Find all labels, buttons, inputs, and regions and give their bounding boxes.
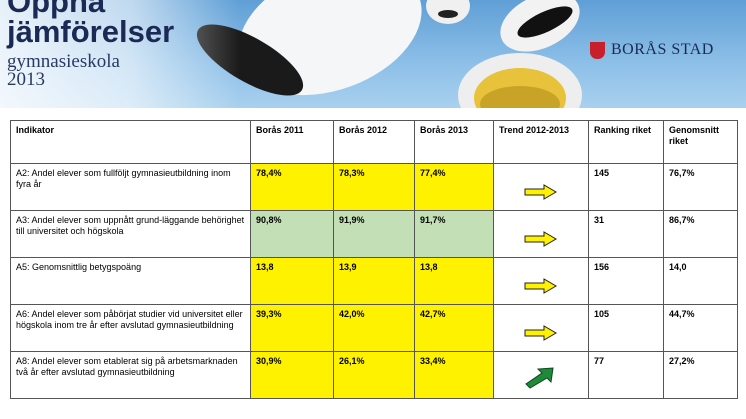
value-cell: 27,2% [663,351,738,399]
value-cell: 78,4% [250,163,334,211]
logo: BORÅS STAD [590,41,714,59]
trend-cell [493,163,589,211]
crest [590,41,605,59]
header-cell: Trend 2012-2013 [493,120,589,164]
banner: Öppna jämförelser gymnasieskola 2013 BOR… [0,0,746,108]
value-cell: 13,8 [250,257,334,305]
indicator-cell: A8: Andel elever som etablerat sig på ar… [10,351,251,399]
indicator-cell: A2: Andel elever som fullföljt gymnasieu… [10,163,251,211]
trend-arrow [525,367,554,389]
value-cell: 26,1% [333,351,415,399]
trend-cell [493,210,589,258]
header-cell: Borås 2012 [333,120,415,164]
value-cell: 78,3% [333,163,415,211]
subtitle-line: gymnasieskola [7,51,120,72]
value-cell: 76,7% [663,163,738,211]
title-line: jämförelser [7,14,175,49]
header-cell: Borås 2011 [250,120,334,164]
trend-arrow [524,231,557,247]
indicator-cell: A6: Andel elever som påbörjat studier vi… [10,304,251,352]
row: A8: Andel elever som etablerat sig på ar… [10,351,738,399]
value-cell: 44,7% [663,304,738,352]
header-cell: Borås 2013 [414,120,494,164]
header-cell: Indikator [10,120,251,164]
trend-cell [493,351,589,399]
value-cell: 13,9 [333,257,415,305]
value-cell: 77 [588,351,664,399]
title-line: Öppna [7,0,106,19]
subtitle-line: 2013 [7,69,45,90]
trend-cell [493,257,589,305]
value-cell: 42,7% [414,304,494,352]
value-cell: 13,8 [414,257,494,305]
trend-arrow [524,184,557,200]
banner-photo [196,0,582,108]
row: A6: Andel elever som påbörjat studier vi… [10,304,738,352]
trend-cell [493,304,589,352]
row: A2: Andel elever som fullföljt gymnasieu… [10,163,738,211]
value-cell: 156 [588,257,664,305]
header-cell: Genomsnitt riket [663,120,738,164]
row: A3: Andel elever som uppnått grund-lägga… [10,210,738,258]
row: A5: Genomsnittlig betygspoäng 13,8 13,9 13,… [10,257,738,305]
fade [0,0,240,108]
table: Indikator Borås 2011 Borås 2012 Borås 2013 T… [10,120,738,399]
value-cell: 86,7% [663,210,738,258]
logo-text: BORÅS STAD [611,41,714,58]
value-cell: 31 [588,210,664,258]
value-cell: 30,9% [250,351,334,399]
trend-arrow [524,325,557,341]
value-cell: 39,3% [250,304,334,352]
header-cell: Ranking riket [588,120,664,164]
value-cell: 105 [588,304,664,352]
indicator-cell: A3: Andel elever som uppnått grund-lägga… [10,210,251,258]
value-cell: 77,4% [414,163,494,211]
trend-arrow [524,278,557,294]
value-cell: 91,7% [414,210,494,258]
value-cell: 90,8% [250,210,334,258]
value-cell: 145 [588,163,664,211]
value-cell: 33,4% [414,351,494,399]
value-cell: 14,0 [663,257,738,305]
indicator-cell: A5: Genomsnittlig betygspoäng [10,257,251,305]
value-cell: 42,0% [333,304,415,352]
header-row: Indikator Borås 2011 Borås 2012 Borås 2013 T… [10,120,738,164]
value-cell: 91,9% [333,210,415,258]
